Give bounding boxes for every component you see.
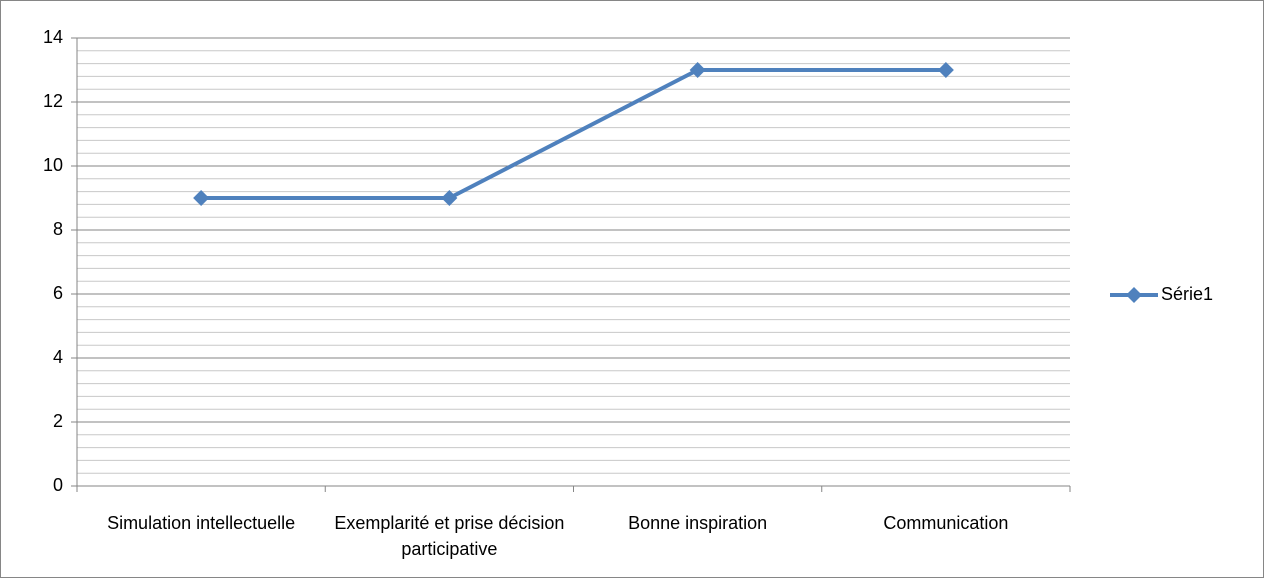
x-tick-label: Communication	[883, 513, 1009, 533]
y-tick-label: 10	[43, 155, 63, 175]
series-line	[201, 68, 946, 200]
data-point	[441, 190, 458, 206]
legend-swatch-marker	[1126, 287, 1142, 303]
data-point	[689, 62, 706, 78]
y-tick-label: 8	[53, 219, 63, 239]
y-tick-label: 2	[53, 411, 63, 431]
x-tick-label: Simulation intellectuelle	[107, 513, 296, 533]
data-point	[193, 190, 210, 206]
y-tick-label: 4	[53, 347, 63, 367]
y-tick-label: 0	[53, 475, 63, 495]
y-tick-label: 6	[53, 283, 63, 303]
data-point	[937, 62, 954, 78]
x-tick-label: Exemplarité et prise décision participat…	[334, 513, 565, 559]
y-tick-label: 12	[43, 91, 63, 111]
y-tick-label: 14	[43, 27, 63, 47]
legend-label: Série1	[1161, 284, 1213, 304]
x-tick-label: Bonne inspiration	[628, 513, 768, 533]
